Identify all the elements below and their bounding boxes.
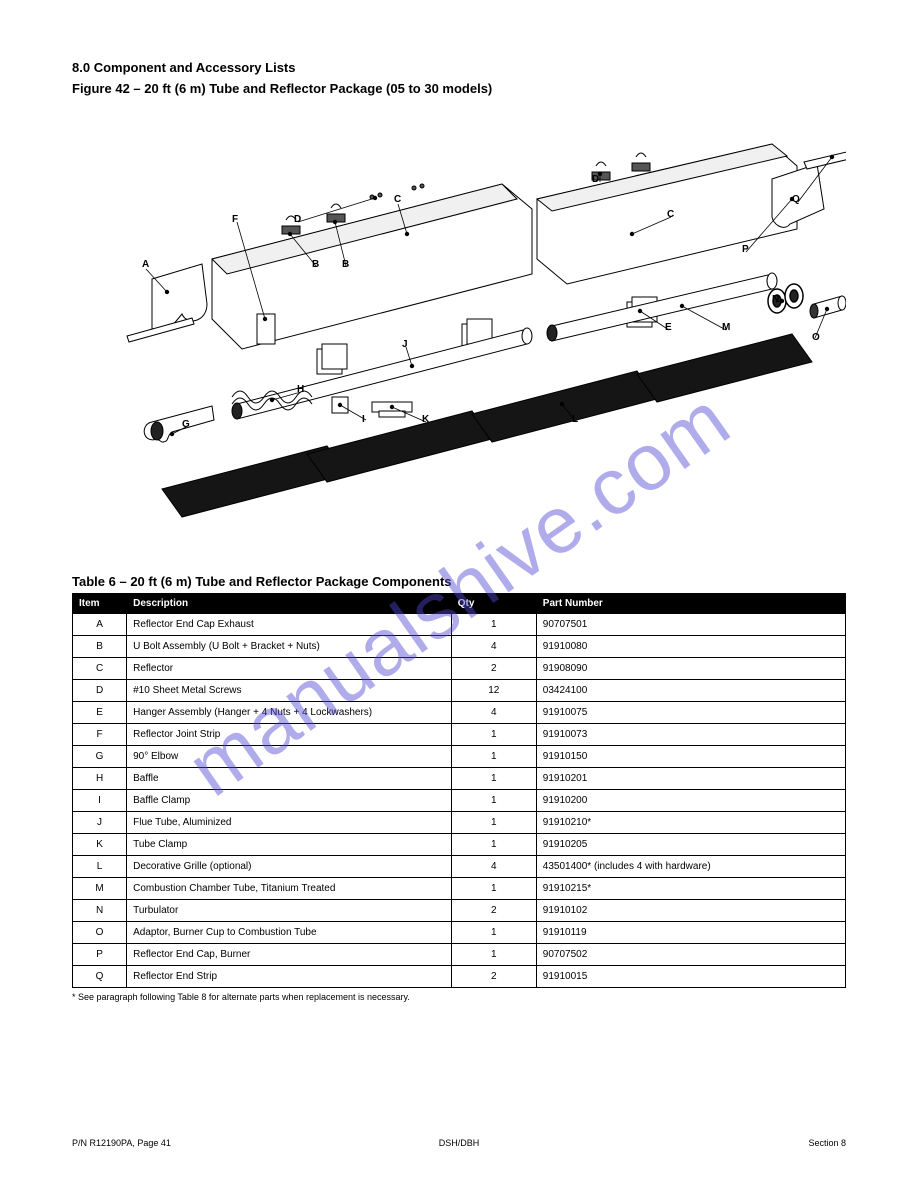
callout-m: M (722, 322, 730, 333)
figure-title: Figure 42 – 20 ft (6 m) Tube and Reflect… (72, 81, 846, 96)
table-caption: Table 6 – 20 ft (6 m) Tube and Reflector… (72, 574, 846, 589)
table-row: BU Bolt Assembly (U Bolt + Bracket + Nut… (73, 636, 846, 658)
table-row: NTurbulator291910102 (73, 900, 846, 922)
section-title: 8.0 Component and Accessory Lists (72, 60, 846, 75)
callout-p: P (742, 244, 749, 255)
callout-b: B (312, 259, 319, 270)
table-row: IBaffle Clamp191910200 (73, 790, 846, 812)
table-row: CReflector291908090 (73, 658, 846, 680)
table-row: G90° Elbow191910150 (73, 746, 846, 768)
col-item: Item (73, 594, 127, 614)
col-desc: Description (127, 594, 452, 614)
col-part: Part Number (536, 594, 845, 614)
table-row: KTube Clamp191910205 (73, 834, 846, 856)
exploded-diagram: A B B C C D D E F G H I J K L M N O P Q (72, 104, 846, 544)
callout-c: C (667, 209, 674, 220)
callout-o: O (812, 332, 820, 343)
callout-b: B (342, 259, 349, 270)
footer-center: DSH/DBH (439, 1138, 480, 1148)
page-footer: P/N R12190PA, Page 41 DSH/DBH Section 8 (72, 1138, 846, 1148)
footer-right: Section 8 (808, 1138, 846, 1148)
callout-f: F (232, 214, 238, 225)
col-qty: Qty (451, 594, 536, 614)
table-header-row: Item Description Qty Part Number (73, 594, 846, 614)
table-row: HBaffle191910201 (73, 768, 846, 790)
table-row: JFlue Tube, Aluminized191910210* (73, 812, 846, 834)
table-row: EHanger Assembly (Hanger + 4 Nuts + 4 Lo… (73, 702, 846, 724)
callout-d: D (294, 214, 301, 225)
callout-a: A (142, 259, 149, 270)
table-footnote: * See paragraph following Table 8 for al… (72, 992, 846, 1002)
table-row: QReflector End Strip291910015 (73, 966, 846, 988)
table-row: OAdaptor, Burner Cup to Combustion Tube1… (73, 922, 846, 944)
callout-c: C (394, 194, 401, 205)
table-row: MCombustion Chamber Tube, Titanium Treat… (73, 878, 846, 900)
callout-n: N (772, 294, 779, 305)
footer-left: P/N R12190PA, Page 41 (72, 1138, 171, 1148)
table-row: D#10 Sheet Metal Screws1203424100 (73, 680, 846, 702)
callout-e: E (665, 322, 672, 333)
table-row: AReflector End Cap Exhaust190707501 (73, 614, 846, 636)
section-name: Component and Accessory Lists (94, 60, 296, 75)
callout-k: K (422, 414, 429, 425)
callout-i: I (362, 414, 365, 425)
callout-h: H (297, 384, 304, 395)
table-row: PReflector End Cap, Burner190707502 (73, 944, 846, 966)
table-row: LDecorative Grille (optional)443501400* … (73, 856, 846, 878)
callout-j: J (402, 339, 408, 350)
callout-g: G (182, 419, 190, 430)
callout-d: D (592, 174, 599, 185)
callout-l: L (572, 414, 578, 425)
parts-table: Item Description Qty Part Number AReflec… (72, 593, 846, 988)
section-number: 8.0 (72, 60, 90, 75)
table-row: FReflector Joint Strip191910073 (73, 724, 846, 746)
callout-q: Q (792, 194, 800, 205)
